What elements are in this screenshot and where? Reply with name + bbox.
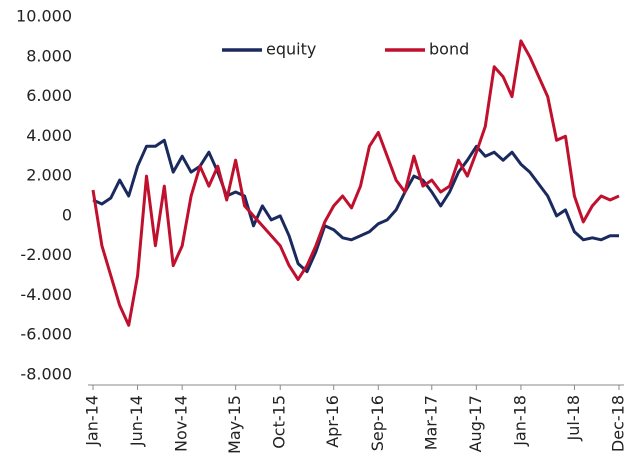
y-tick-label: -6.000 [20,325,72,344]
x-tick-label: Oct-15 [270,395,289,449]
y-tick-label: 10.000 [16,7,72,26]
x-tick-label: May-15 [225,395,244,454]
y-tick-label: 6.000 [26,86,72,105]
y-tick-label: -4.000 [20,285,72,304]
x-tick-label: Jan-18 [510,395,529,447]
x-tick-label: Jan-14 [83,395,102,447]
y-tick-label: 8.000 [26,46,72,65]
y-tick-label: -8.000 [20,365,72,384]
x-tick-label: Sep-16 [368,395,387,451]
y-tick-label: 4.000 [26,126,72,145]
y-tick-label: 2.000 [26,166,72,185]
x-tick-label: Jul-18 [564,395,583,441]
x-tick-label: Apr-16 [323,395,342,448]
y-tick-label: -2.000 [20,245,72,264]
x-tick-label: Mar-17 [421,395,440,450]
legend-label: bond [429,40,469,59]
y-tick-label: 0 [62,205,72,224]
x-tick-label: Dec-18 [609,395,625,452]
x-tick-label: Nov-14 [172,395,191,452]
series-line [92,138,619,274]
legend-label: equity [266,40,316,59]
x-tick-label: Jun-14 [127,395,146,447]
x-tick-label: Aug-17 [466,395,485,452]
series-line [91,39,620,327]
